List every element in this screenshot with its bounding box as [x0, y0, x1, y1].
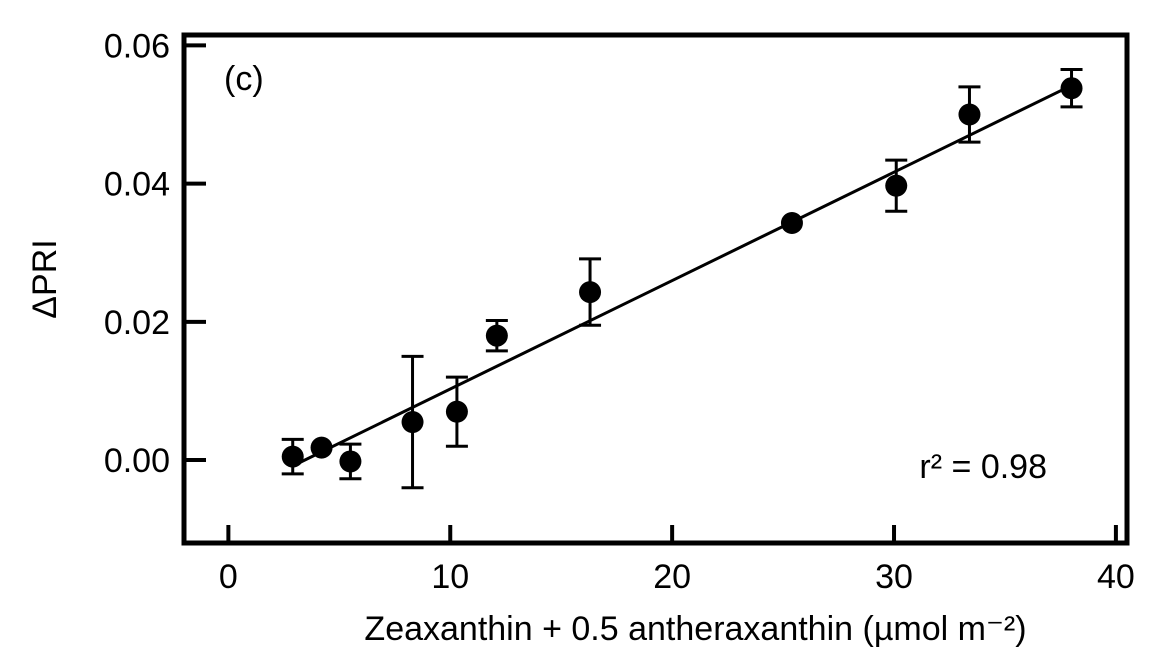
panel-label: (c) — [224, 60, 264, 98]
y-tick-label: 0.04 — [104, 166, 170, 204]
x-tick-label: 40 — [1097, 558, 1135, 596]
y-tick-label: 0.06 — [104, 27, 170, 65]
x-tick-label: 0 — [219, 558, 238, 596]
axis-ticks — [184, 43, 1118, 543]
data-point — [401, 411, 424, 434]
x-axis-title: Zeaxanthin + 0.5 antheraxanthin (µmol m⁻… — [364, 610, 1026, 648]
data-point — [885, 174, 908, 197]
data-point — [485, 324, 508, 347]
data-point — [339, 450, 362, 473]
error-bars — [281, 68, 1083, 490]
r-squared-annotation: r² = 0.98 — [919, 448, 1047, 486]
data-point — [445, 400, 468, 423]
y-tick-label: 0.00 — [104, 442, 170, 480]
x-tick-label: 10 — [431, 558, 469, 596]
y-tick-label: 0.02 — [104, 304, 170, 342]
data-point — [310, 436, 333, 459]
x-tick-label: 30 — [875, 558, 913, 596]
data-point — [1060, 77, 1083, 100]
y-axis-title: ΔPRI — [26, 239, 64, 318]
x-tick-label: 20 — [653, 558, 691, 596]
data-point — [281, 445, 304, 468]
data-point — [958, 103, 981, 126]
plot-frame — [181, 32, 1130, 546]
regression-line — [294, 84, 1073, 467]
data-points — [281, 77, 1083, 473]
data-point — [579, 281, 602, 304]
axis-tick-labels: 0 10 20 30 40 0.00 0.02 0.04 0.06 — [104, 27, 1135, 596]
data-point — [780, 211, 803, 234]
